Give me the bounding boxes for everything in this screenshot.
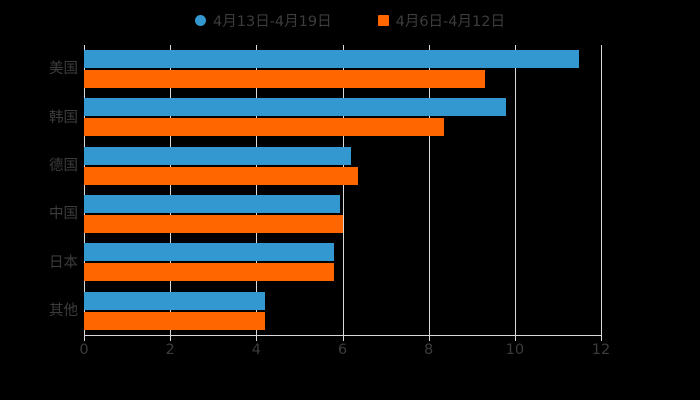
bar-group [84,45,601,93]
tick-mark-2 [170,336,172,341]
bar-group [84,142,601,190]
x-axis-tick-labels: 0 2 4 6 8 10 12 [0,340,700,364]
bar[interactable] [84,215,343,234]
x-axis-label-6: 6 [337,342,348,358]
legend-label-series-0: 4月13日-4月19日 [213,13,332,30]
bar[interactable] [84,195,341,214]
bar[interactable] [84,98,507,117]
gridline-x-0 [84,45,85,335]
bar[interactable] [84,166,358,185]
legend-item-series-0[interactable]: 4月13日-4月19日 [195,10,332,31]
plot-area [84,45,602,335]
bar-group [84,238,601,286]
y-axis-label-3: 中国 [49,206,78,223]
bar[interactable] [84,50,580,69]
gridline-x-2 [170,45,172,335]
tick-mark-12 [601,336,602,341]
y-axis-label-4: 日本 [49,254,78,271]
y-axis-label-1: 韩国 [49,109,78,126]
bar[interactable] [84,118,444,137]
bar-group [84,93,601,141]
bar[interactable] [84,146,352,165]
bar[interactable] [84,311,265,330]
bar[interactable] [84,291,265,310]
y-axis-category-labels: 美国韩国德国中国日本其他 [0,45,78,335]
bar[interactable] [84,243,334,262]
legend-item-series-1[interactable]: 4月6日-4月12日 [377,10,505,31]
x-axis-label-4: 4 [251,342,261,358]
x-axis-label-8: 8 [424,342,434,358]
gridline-x-10 [514,45,516,335]
gridline-x-12 [601,45,602,335]
bar-group [84,190,601,238]
gridline-x-4 [256,45,258,335]
legend-label-series-1: 4月6日-4月12日 [395,13,505,30]
legend-circle-marker-icon [195,14,207,26]
x-axis-line [84,335,602,336]
bar[interactable] [84,263,334,282]
x-axis-label-10: 10 [505,342,525,358]
gridline-x-8 [428,45,430,335]
tick-mark-10 [514,336,516,341]
x-axis-label-2: 2 [165,342,175,358]
legend-square-marker-icon [377,14,389,26]
chart-legend: 4月13日-4月19日 4月6日-4月12日 [0,8,700,32]
bar[interactable] [84,70,485,89]
bar-group [84,287,601,335]
tick-mark-6 [342,336,344,341]
y-axis-label-2: 德国 [49,157,78,174]
tick-mark-4 [256,336,258,341]
y-axis-label-5: 其他 [49,302,78,319]
tick-mark-8 [428,336,430,341]
tick-mark-0 [84,336,85,341]
x-axis-label-12: 12 [591,342,611,358]
gridline-x-6 [342,45,344,335]
y-axis-label-0: 美国 [49,61,78,78]
x-axis-label-0: 0 [79,342,89,358]
